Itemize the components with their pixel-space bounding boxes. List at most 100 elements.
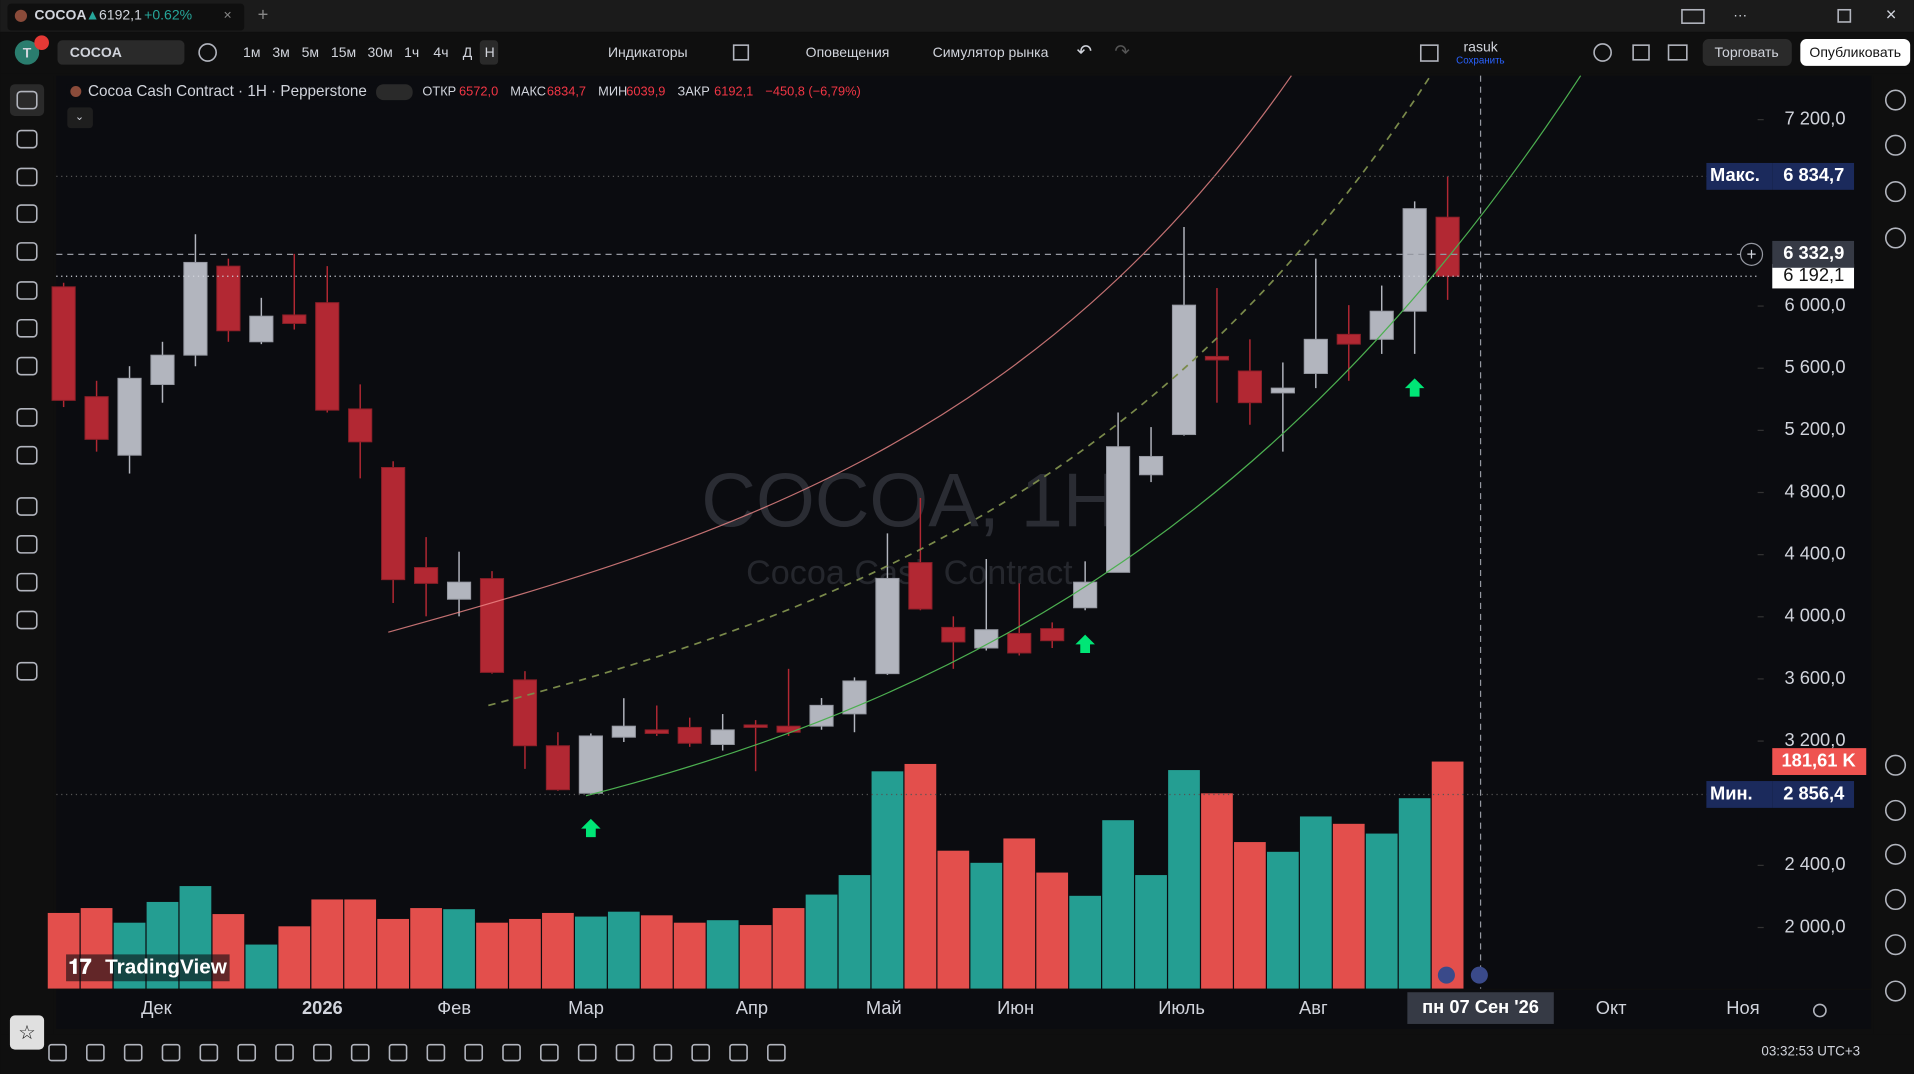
interval[interactable]: 5м: [302, 44, 319, 60]
bottom-tool[interactable]: [767, 1043, 786, 1062]
bottom-tool[interactable]: [691, 1043, 711, 1062]
sidebar-icon[interactable]: [1884, 134, 1907, 156]
undo[interactable]: ↶: [1077, 40, 1092, 61]
tool-icon[interactable]: [16, 167, 38, 187]
trade-button[interactable]: [1702, 39, 1792, 66]
bottom-tool[interactable]: [653, 1043, 673, 1062]
fullscreen[interactable]: [1632, 44, 1650, 61]
legend-label: МИН: [598, 84, 627, 99]
bottom-tool[interactable]: [729, 1043, 748, 1062]
templates[interactable]: [732, 44, 750, 61]
interval[interactable]: 15м: [331, 44, 356, 60]
x-tick-label: Фев: [437, 997, 471, 1018]
legend-collapse[interactable]: [67, 107, 93, 129]
y-tick-label: 3 200,0: [1784, 729, 1845, 750]
tool-icon[interactable]: [16, 356, 38, 376]
maximize[interactable]: [1837, 8, 1852, 23]
publish-button[interactable]: [1800, 39, 1911, 66]
trend-arc[interactable]: [388, 75, 1292, 633]
tool-icon[interactable]: [16, 445, 38, 465]
indicators[interactable]: Индикаторы: [608, 44, 688, 60]
tool-icon[interactable]: [16, 90, 38, 110]
sidebar-icon[interactable]: [1884, 980, 1907, 1002]
new-tab[interactable]: +: [258, 4, 269, 25]
bottom-tool[interactable]: [540, 1043, 559, 1062]
tool-icon[interactable]: [16, 610, 38, 630]
tool-icon[interactable]: [16, 497, 38, 516]
candle-body: [479, 578, 505, 673]
tool-icon[interactable]: [16, 204, 38, 223]
publish-label: Опубликовать: [1809, 44, 1901, 60]
bottom-tool[interactable]: [313, 1043, 332, 1062]
signal-arrow[interactable]: [581, 818, 601, 838]
tab-close[interactable]: ×: [224, 7, 232, 23]
sidebar-icon[interactable]: [1884, 843, 1907, 865]
tool-icon[interactable]: [16, 661, 38, 681]
symbol-search[interactable]: [57, 40, 185, 65]
bottom-tool[interactable]: [464, 1043, 484, 1062]
event-flag[interactable]: [1437, 966, 1455, 984]
volume-bar: [1168, 770, 1200, 989]
bottom-tool[interactable]: [502, 1043, 521, 1062]
sidebar-icon[interactable]: [1884, 799, 1907, 821]
axis-settings[interactable]: [1812, 1003, 1827, 1018]
bottom-tool[interactable]: [577, 1043, 597, 1062]
bottom-tool[interactable]: [388, 1043, 408, 1062]
y-tick-label: 3 600,0: [1784, 667, 1845, 688]
bottom-tool[interactable]: [237, 1043, 257, 1062]
window-menu[interactable]: ···: [1733, 7, 1747, 23]
sidebar-icon[interactable]: [1884, 89, 1907, 111]
signal-arrow[interactable]: [1404, 378, 1425, 397]
compare[interactable]: [198, 43, 217, 62]
signal-arrow[interactable]: [1075, 634, 1095, 653]
tool-icon[interactable]: [16, 281, 38, 300]
sidebar-icon[interactable]: [1884, 888, 1907, 911]
tool-icon[interactable]: [16, 408, 38, 427]
settings[interactable]: [1593, 43, 1612, 62]
sidebar-icon[interactable]: [1884, 181, 1907, 203]
notifications[interactable]: [34, 35, 49, 51]
bottom-tool[interactable]: [86, 1043, 105, 1062]
tool-icon[interactable]: [16, 318, 38, 338]
layout[interactable]: [1419, 44, 1439, 62]
alerts[interactable]: Оповещения: [806, 44, 890, 60]
event-flag[interactable]: [1470, 966, 1488, 984]
close-window[interactable]: ×: [1886, 4, 1897, 25]
interval[interactable]: 1м: [243, 44, 260, 60]
bottom-tool[interactable]: [350, 1043, 370, 1062]
interval[interactable]: 1ч: [404, 44, 419, 60]
user[interactable]: rasuk: [1463, 38, 1498, 54]
interval[interactable]: Д: [463, 44, 473, 60]
tool-icon[interactable]: [16, 534, 38, 554]
bottom-tool[interactable]: [275, 1043, 294, 1062]
tab[interactable]: [7, 3, 245, 31]
interval[interactable]: 30м: [368, 44, 393, 60]
bottom-tool[interactable]: [48, 1043, 67, 1062]
interval[interactable]: Н: [485, 44, 495, 60]
sidebar-icon[interactable]: [1884, 754, 1907, 776]
window-icon[interactable]: [1681, 8, 1705, 24]
tool-active: [9, 84, 45, 116]
bottom-tool[interactable]: [123, 1043, 143, 1062]
sidebar-icon[interactable]: [1884, 227, 1907, 249]
avatar[interactable]: [14, 40, 40, 65]
screenshot[interactable]: [1667, 44, 1688, 61]
bottom-tool[interactable]: [161, 1043, 181, 1062]
bottom-tool[interactable]: [426, 1043, 446, 1062]
bottom-tool[interactable]: [615, 1043, 635, 1062]
interval[interactable]: 3м: [272, 44, 289, 60]
sidebar-icon[interactable]: [1884, 934, 1907, 956]
bottom-tool[interactable]: [199, 1043, 219, 1062]
trend-arc-dashed[interactable]: [488, 75, 1432, 707]
tool-icon[interactable]: [16, 129, 38, 149]
redo[interactable]: ↷: [1114, 40, 1129, 61]
trend-arc-support[interactable]: [585, 75, 1582, 797]
save[interactable]: Сохранить: [1456, 56, 1504, 67]
legend-toggle[interactable]: [376, 84, 413, 101]
interval[interactable]: 4ч: [433, 44, 448, 60]
replay[interactable]: Симулятор рынка: [933, 44, 1049, 60]
tool-icon[interactable]: [16, 242, 38, 261]
favorites[interactable]: [9, 1015, 45, 1050]
tool-icon[interactable]: [16, 572, 38, 592]
crosshair-plus[interactable]: [1739, 242, 1764, 266]
